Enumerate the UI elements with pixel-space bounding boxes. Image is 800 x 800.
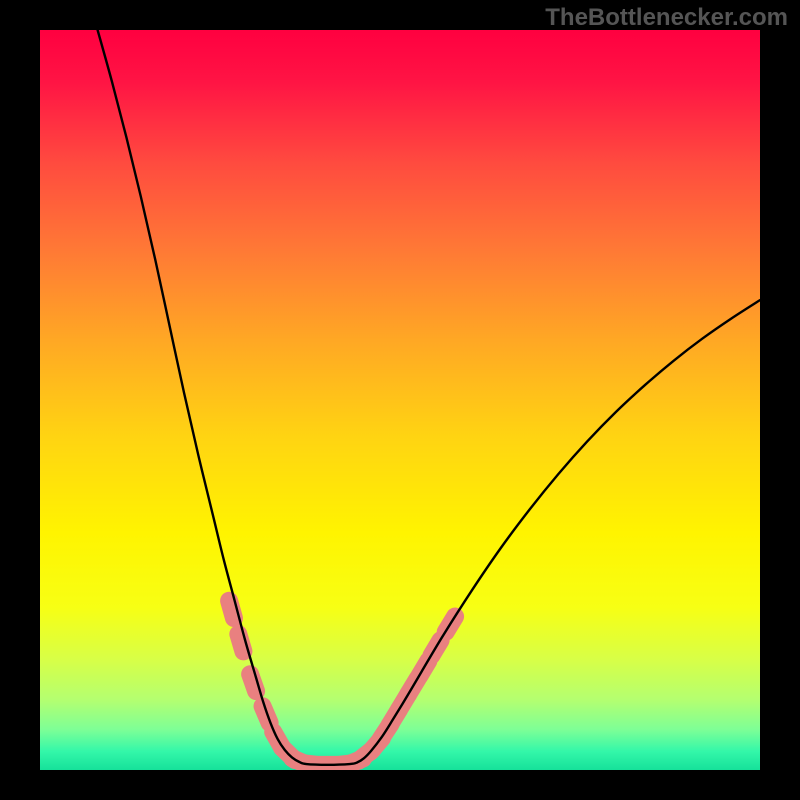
outer-frame: TheBottlenecker.com bbox=[0, 0, 800, 800]
attribution-text: TheBottlenecker.com bbox=[545, 4, 788, 32]
plot-area bbox=[40, 30, 760, 770]
marker-group bbox=[218, 590, 467, 770]
curve-overlay bbox=[40, 30, 760, 770]
